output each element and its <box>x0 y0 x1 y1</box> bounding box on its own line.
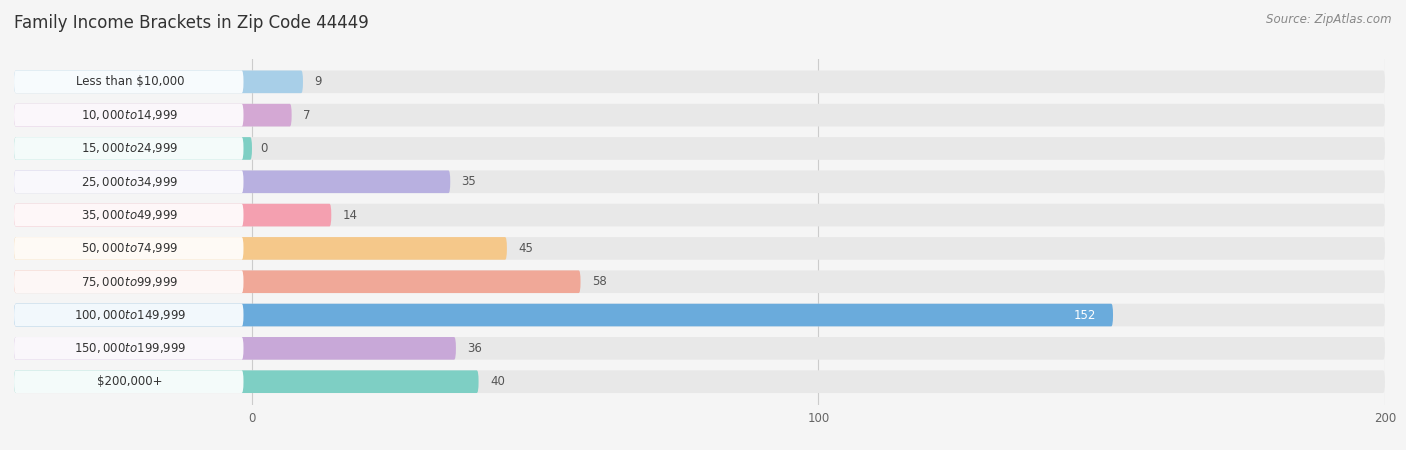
FancyBboxPatch shape <box>14 337 243 360</box>
Text: 14: 14 <box>343 209 357 221</box>
FancyBboxPatch shape <box>14 370 1385 393</box>
Text: 152: 152 <box>1074 309 1097 322</box>
Text: $15,000 to $24,999: $15,000 to $24,999 <box>82 141 179 155</box>
FancyBboxPatch shape <box>14 337 456 360</box>
FancyBboxPatch shape <box>14 71 302 93</box>
Text: 0: 0 <box>260 142 269 155</box>
FancyBboxPatch shape <box>14 171 450 193</box>
Text: Family Income Brackets in Zip Code 44449: Family Income Brackets in Zip Code 44449 <box>14 14 368 32</box>
Text: $150,000 to $199,999: $150,000 to $199,999 <box>75 342 187 356</box>
FancyBboxPatch shape <box>14 304 1385 326</box>
FancyBboxPatch shape <box>14 137 252 160</box>
FancyBboxPatch shape <box>14 104 291 126</box>
FancyBboxPatch shape <box>14 71 1385 93</box>
Text: Less than $10,000: Less than $10,000 <box>76 75 184 88</box>
Text: 7: 7 <box>302 108 311 122</box>
Text: Source: ZipAtlas.com: Source: ZipAtlas.com <box>1267 14 1392 27</box>
FancyBboxPatch shape <box>14 337 1385 360</box>
FancyBboxPatch shape <box>14 370 478 393</box>
Text: $10,000 to $14,999: $10,000 to $14,999 <box>82 108 179 122</box>
Text: $25,000 to $34,999: $25,000 to $34,999 <box>82 175 179 189</box>
Text: 45: 45 <box>519 242 533 255</box>
FancyBboxPatch shape <box>14 304 243 326</box>
FancyBboxPatch shape <box>14 270 243 293</box>
FancyBboxPatch shape <box>14 370 243 393</box>
FancyBboxPatch shape <box>14 237 1385 260</box>
Text: $200,000+: $200,000+ <box>97 375 163 388</box>
FancyBboxPatch shape <box>14 137 243 160</box>
FancyBboxPatch shape <box>14 104 1385 126</box>
FancyBboxPatch shape <box>14 204 1385 226</box>
FancyBboxPatch shape <box>14 270 581 293</box>
FancyBboxPatch shape <box>14 71 243 93</box>
Text: $75,000 to $99,999: $75,000 to $99,999 <box>82 275 179 289</box>
FancyBboxPatch shape <box>14 304 1114 326</box>
FancyBboxPatch shape <box>14 104 243 126</box>
Text: $100,000 to $149,999: $100,000 to $149,999 <box>75 308 187 322</box>
Text: 36: 36 <box>467 342 482 355</box>
FancyBboxPatch shape <box>14 204 332 226</box>
Text: 40: 40 <box>489 375 505 388</box>
Text: 35: 35 <box>461 175 477 188</box>
FancyBboxPatch shape <box>14 237 508 260</box>
Text: 58: 58 <box>592 275 606 288</box>
FancyBboxPatch shape <box>14 171 1385 193</box>
Text: $50,000 to $74,999: $50,000 to $74,999 <box>82 241 179 256</box>
FancyBboxPatch shape <box>14 270 1385 293</box>
FancyBboxPatch shape <box>14 204 243 226</box>
Text: $35,000 to $49,999: $35,000 to $49,999 <box>82 208 179 222</box>
Text: 9: 9 <box>315 75 322 88</box>
FancyBboxPatch shape <box>14 171 243 193</box>
FancyBboxPatch shape <box>14 237 243 260</box>
FancyBboxPatch shape <box>14 137 1385 160</box>
